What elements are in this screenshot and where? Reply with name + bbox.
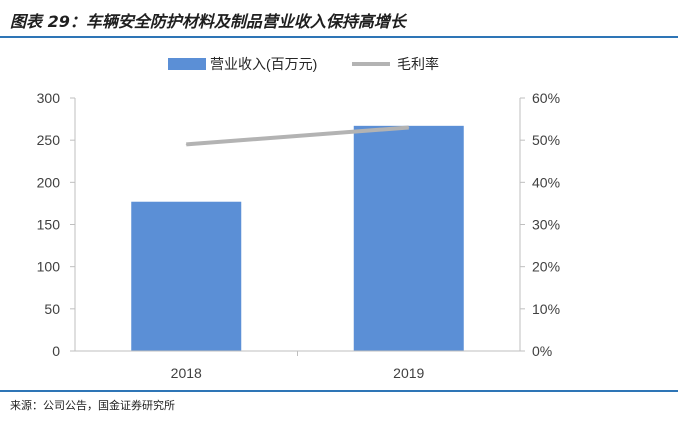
right-tick-label: 50% (532, 132, 560, 148)
right-tick-label: 0% (532, 343, 552, 359)
right-tick-label: 20% (532, 259, 560, 275)
footer-divider (0, 390, 678, 392)
chart-area: 营业收入(百万元) 毛利率 0 50 100 150 200 250 300 0% 10% 20%… (0, 38, 678, 388)
left-tick-label: 100 (37, 259, 61, 275)
legend-label-line: 毛利率 (397, 56, 439, 72)
title-bar: 图表 29：车辆安全防护材料及制品营业收入保持高增长 (0, 0, 678, 38)
right-tick-label: 30% (532, 217, 560, 233)
x-tick-label: 2018 (171, 365, 202, 381)
legend: 营业收入(百万元) 毛利率 (168, 56, 439, 72)
right-tick-label: 60% (532, 90, 560, 106)
line-path (186, 125, 409, 147)
left-tick-label: 300 (37, 90, 61, 106)
x-axis: 2018 2019 (75, 350, 520, 381)
legend-swatch-bar (168, 58, 206, 70)
left-tick-label: 150 (37, 217, 61, 233)
left-tick-label: 250 (37, 132, 61, 148)
bar (353, 125, 464, 351)
bar (131, 201, 242, 351)
chart-title: 图表 29：车辆安全防护材料及制品营业收入保持高增长 (10, 12, 406, 31)
right-axis: 0% 10% 20% 30% 40% 50% 60% (519, 90, 560, 359)
legend-label-bar: 营业收入(百万元) (210, 56, 317, 72)
right-tick-label: 10% (532, 301, 560, 317)
line-point (185, 143, 187, 145)
line-point (408, 127, 410, 129)
left-tick-label: 200 (37, 174, 61, 190)
combo-chart: 营业收入(百万元) 毛利率 0 50 100 150 200 250 300 0% 10% 20%… (37, 56, 560, 381)
x-tick-label: 2019 (393, 365, 424, 381)
source-note: 来源：公司公告，国金证券研究所 (10, 399, 175, 412)
line-series (185, 125, 410, 147)
bars (131, 125, 464, 351)
left-axis: 0 50 100 150 200 250 300 (37, 90, 76, 359)
right-tick-label: 40% (532, 174, 560, 190)
left-tick-label: 50 (44, 301, 60, 317)
left-tick-label: 0 (52, 343, 60, 359)
